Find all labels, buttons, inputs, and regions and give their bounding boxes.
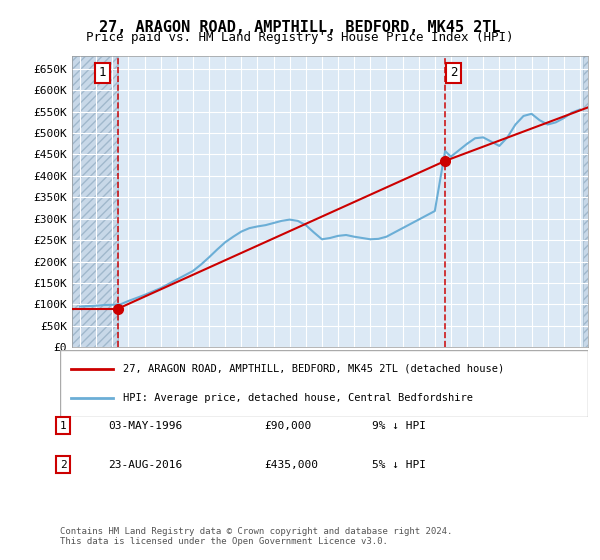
- Text: 27, ARAGON ROAD, AMPTHILL, BEDFORD, MK45 2TL: 27, ARAGON ROAD, AMPTHILL, BEDFORD, MK45…: [99, 20, 501, 35]
- Text: £90,000: £90,000: [264, 421, 311, 431]
- Text: 03-MAY-1996: 03-MAY-1996: [108, 421, 182, 431]
- Text: Price paid vs. HM Land Registry's House Price Index (HPI): Price paid vs. HM Land Registry's House …: [86, 31, 514, 44]
- Text: 2: 2: [59, 460, 67, 470]
- Text: 9% ↓ HPI: 9% ↓ HPI: [372, 421, 426, 431]
- Polygon shape: [72, 56, 118, 347]
- Polygon shape: [583, 56, 588, 347]
- Text: 2: 2: [450, 67, 457, 80]
- Text: 27, ARAGON ROAD, AMPTHILL, BEDFORD, MK45 2TL (detached house): 27, ARAGON ROAD, AMPTHILL, BEDFORD, MK45…: [124, 364, 505, 374]
- Text: HPI: Average price, detached house, Central Bedfordshire: HPI: Average price, detached house, Cent…: [124, 393, 473, 403]
- Text: 23-AUG-2016: 23-AUG-2016: [108, 460, 182, 470]
- Text: 1: 1: [59, 421, 67, 431]
- Text: 5% ↓ HPI: 5% ↓ HPI: [372, 460, 426, 470]
- Text: 1: 1: [98, 67, 106, 80]
- FancyBboxPatch shape: [60, 350, 588, 417]
- Text: Contains HM Land Registry data © Crown copyright and database right 2024.
This d: Contains HM Land Registry data © Crown c…: [60, 526, 452, 546]
- Text: £435,000: £435,000: [264, 460, 318, 470]
